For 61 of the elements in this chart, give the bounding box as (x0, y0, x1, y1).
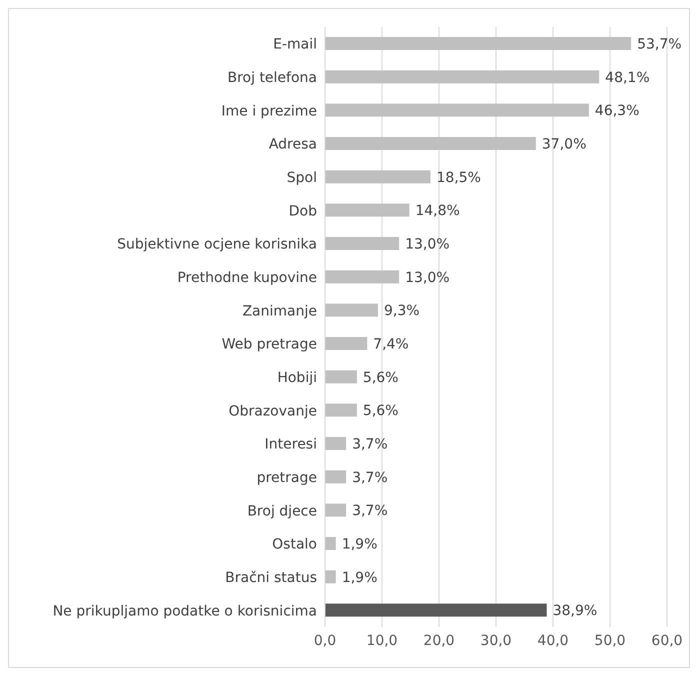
data-label: 14,8% (415, 203, 460, 220)
y-tick-label: Broj telefona (227, 70, 317, 86)
data-label: 13,0% (405, 270, 450, 286)
y-tick-label: Ne prikupljamo podatke o korisnicima (52, 603, 317, 620)
y-tick-label: Zanimanje (242, 303, 317, 320)
y-tick-label: Subjektivne ocjene korisnika (117, 236, 317, 253)
data-label: 9,3% (384, 303, 420, 320)
data-label: 13,0% (405, 236, 450, 252)
x-tick-label: 40,0 (537, 632, 569, 649)
data-label: 46,3% (594, 103, 640, 120)
bar (325, 604, 547, 617)
data-label: 38,9% (552, 603, 598, 620)
data-label: 5,6% (362, 370, 398, 386)
bar (325, 237, 400, 250)
x-tick-label: 0,0 (314, 632, 336, 649)
x-tick-label: 20,0 (423, 632, 455, 649)
y-tick-label: Adresa (268, 136, 317, 153)
data-label: 7,4% (373, 336, 409, 352)
bar (325, 370, 357, 384)
y-tick-label: Prethodne kupovine (177, 270, 317, 286)
bar (325, 570, 336, 584)
data-label: 5,6% (362, 403, 398, 420)
bar (325, 470, 346, 484)
y-tick-label: Ime i prezime (221, 103, 317, 120)
bar (325, 437, 346, 450)
y-tick-label: Broj djece (247, 503, 317, 520)
bar (325, 337, 368, 350)
data-label: 48,1% (605, 70, 650, 86)
bar (325, 404, 357, 417)
data-label: 1,9% (342, 570, 378, 586)
bar (325, 37, 632, 50)
bar (325, 104, 589, 117)
x-tick-label: 10,0 (366, 632, 398, 649)
y-tick-label: Hobiji (277, 370, 317, 386)
data-label: 53,7% (637, 36, 682, 52)
bar (325, 204, 410, 217)
data-label: 3,7% (352, 470, 388, 486)
y-tick-label: Ostalo (272, 536, 317, 553)
x-tick-label: 60,0 (651, 632, 683, 649)
bar (325, 537, 336, 550)
bar (325, 304, 378, 317)
y-tick-label: pretrage (256, 470, 317, 486)
bar (325, 270, 400, 284)
x-tick-label: 30,0 (480, 632, 512, 649)
y-tick-label: Dob (288, 203, 318, 220)
bar (325, 70, 600, 84)
data-label: 37,0% (542, 136, 586, 152)
x-tick-label: 50,0 (594, 632, 626, 649)
bar (325, 504, 346, 517)
data-label: 18,5% (436, 170, 481, 186)
y-tick-label: Interesi (264, 436, 317, 453)
data-label: 1,9% (342, 536, 378, 552)
bar (325, 137, 536, 150)
y-tick-label: Bračni status (225, 570, 317, 586)
y-tick-label: Web pretrage (222, 336, 317, 353)
y-tick-label: E-mail (273, 36, 317, 53)
y-tick-label: Spol (286, 170, 317, 186)
data-label: 3,7% (352, 503, 388, 520)
bar (325, 170, 430, 184)
y-tick-label: Obrazovanje (228, 403, 317, 420)
data-label: 3,7% (352, 436, 388, 452)
